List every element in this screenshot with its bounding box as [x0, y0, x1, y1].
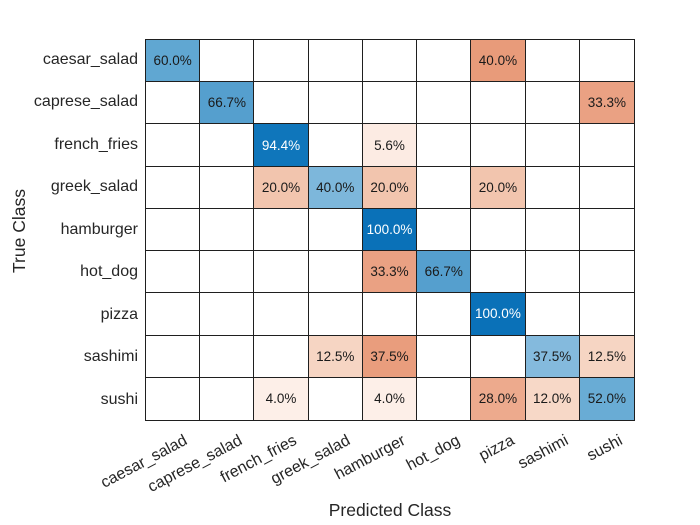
matrix-cell: [579, 166, 634, 209]
matrix-cell: [579, 40, 634, 83]
matrix-cell: [254, 82, 309, 125]
matrix-cell: 100.0%: [362, 208, 418, 252]
y-tick-label: sushi: [100, 390, 138, 408]
matrix-cell: [308, 377, 363, 420]
matrix-cell: 40.0%: [308, 166, 363, 209]
matrix-cell: [525, 251, 580, 294]
matrix-cell: 4.0%: [362, 377, 418, 420]
matrix-cell: [471, 251, 526, 294]
matrix-cell: [417, 335, 472, 378]
y-tick-label: hamburger: [60, 220, 138, 238]
y-tick-label: pizza: [100, 305, 138, 323]
matrix-cell: [200, 124, 255, 167]
y-tick-label: sashimi: [83, 348, 138, 366]
matrix-cell: [200, 208, 255, 252]
matrix-cell: [308, 251, 363, 294]
matrix-cell: [200, 293, 255, 336]
matrix-cell: [146, 124, 201, 167]
matrix-cell: [362, 293, 418, 336]
matrix-cell: [525, 40, 580, 83]
matrix-cell: 37.5%: [525, 335, 580, 378]
matrix-cell: [579, 293, 634, 336]
matrix-cell: [525, 82, 580, 125]
matrix-cell: 37.5%: [362, 335, 418, 378]
matrix-cell: 12.5%: [579, 335, 634, 378]
matrix-cell: 66.7%: [417, 251, 472, 294]
matrix-cell: [417, 377, 472, 420]
matrix-cell: [146, 335, 201, 378]
matrix-cell: 40.0%: [471, 40, 526, 83]
matrix-cell: [471, 208, 526, 252]
matrix-cell: [471, 335, 526, 378]
matrix-cell: 20.0%: [254, 166, 309, 209]
matrix-cell: [146, 208, 201, 252]
matrix-cell: 28.0%: [471, 377, 526, 420]
matrix-cell: [308, 40, 363, 83]
matrix-cell: [254, 251, 309, 294]
matrix-cell: [579, 208, 634, 252]
matrix-cell: 5.6%: [362, 124, 418, 167]
matrix-cell: [525, 293, 580, 336]
matrix-cell: [417, 293, 472, 336]
matrix-cell: [471, 124, 526, 167]
y-tick-label: hot_dog: [80, 263, 138, 281]
matrix-cell: 12.5%: [308, 335, 363, 378]
confusion-matrix-grid: 60.0% 40.0% 66.7% 33.3% 94.4% 5.6% 20.0% 40.0% 2…: [145, 39, 635, 421]
matrix-cell: [308, 124, 363, 167]
matrix-cell: [417, 82, 472, 125]
matrix-cell: 33.3%: [362, 251, 418, 294]
y-tick-label: caprese_salad: [33, 93, 138, 111]
matrix-cell: [254, 335, 309, 378]
matrix-cell: [579, 124, 634, 167]
y-tick-label: french_fries: [54, 135, 138, 153]
matrix-cell: [417, 166, 472, 209]
matrix-cell: [200, 251, 255, 294]
matrix-cell: [308, 82, 363, 125]
matrix-cell: [146, 293, 201, 336]
matrix-cell: [146, 251, 201, 294]
matrix-cell: [254, 293, 309, 336]
matrix-cell: [146, 166, 201, 209]
matrix-cell: 66.7%: [200, 82, 255, 125]
x-tick-label: hot_dog: [403, 432, 463, 475]
matrix-cell: [525, 166, 580, 209]
x-tick-label: sashimi: [515, 432, 572, 473]
matrix-cell: [362, 40, 418, 83]
matrix-cell: [254, 40, 309, 83]
matrix-cell: [308, 208, 363, 252]
x-axis-title: Predicted Class: [328, 500, 452, 520]
matrix-cell: 60.0%: [146, 40, 201, 83]
matrix-cell: [308, 293, 363, 336]
matrix-cell: 4.0%: [254, 377, 309, 420]
matrix-cell: 20.0%: [471, 166, 526, 209]
matrix-cell: [146, 82, 201, 125]
matrix-cell: [525, 124, 580, 167]
matrix-cell: [200, 166, 255, 209]
x-tick-label: sushi: [584, 432, 626, 465]
matrix-cell: [200, 377, 255, 420]
matrix-cell: [254, 208, 309, 252]
matrix-cell: 12.0%: [525, 377, 580, 420]
y-tick-label: greek_salad: [50, 178, 138, 196]
x-tick-label: pizza: [475, 432, 517, 465]
matrix-cell: 52.0%: [579, 377, 634, 420]
matrix-cell: [362, 82, 418, 125]
matrix-cell: [471, 82, 526, 125]
matrix-cell: [525, 208, 580, 252]
matrix-cell: [417, 124, 472, 167]
matrix-cell: 20.0%: [362, 166, 418, 209]
matrix-cell: [200, 335, 255, 378]
matrix-cell: 33.3%: [579, 82, 634, 125]
matrix-cell: [417, 40, 472, 83]
y-tick-label: caesar_salad: [42, 51, 138, 68]
matrix-cell: 100.0%: [471, 293, 526, 336]
matrix-cell: 94.4%: [254, 124, 309, 167]
matrix-cell: [200, 40, 255, 83]
matrix-cell: [579, 251, 634, 294]
matrix-cell: [146, 377, 201, 420]
matrix-cell: [417, 208, 472, 252]
